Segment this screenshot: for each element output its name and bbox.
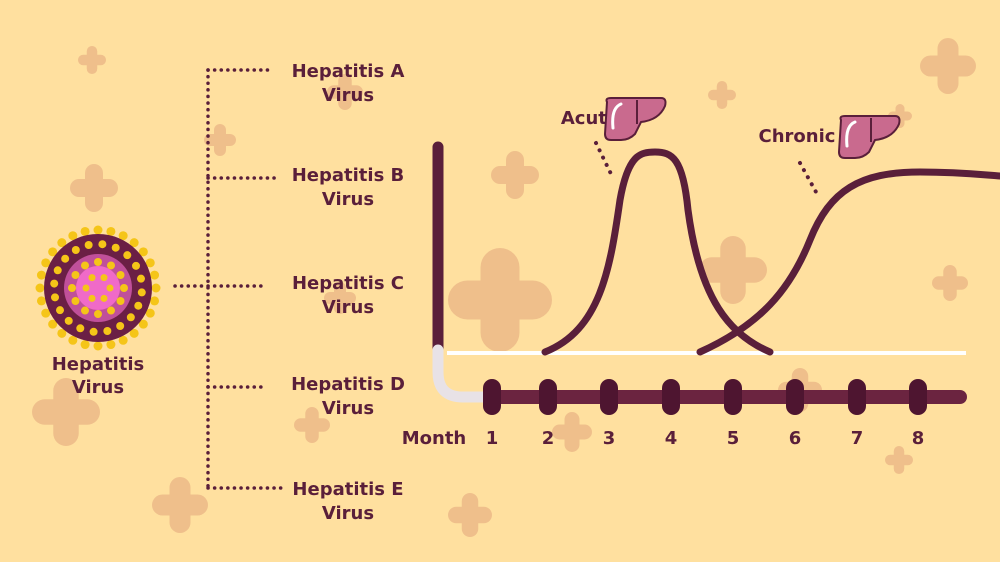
cross-shape bbox=[78, 54, 106, 66]
cross-shape bbox=[920, 55, 976, 77]
chronic-label: Chronic bbox=[759, 126, 836, 147]
type-e-line1: Hepatitis E bbox=[292, 479, 403, 500]
axis-elbow bbox=[432, 344, 498, 403]
acute-curve bbox=[541, 148, 774, 356]
liver-icon-acute bbox=[603, 97, 667, 141]
month-label: 1 bbox=[486, 428, 499, 449]
x-axis-label: Month bbox=[402, 428, 467, 449]
cross-shape bbox=[204, 134, 236, 146]
month-label: 4 bbox=[665, 428, 678, 449]
type-a-line1: Hepatitis A bbox=[292, 61, 405, 82]
cross-shape bbox=[699, 257, 767, 283]
infection-timeline-graph: 1 2 3 4 5 6 7 8 Month Acute Chronic bbox=[402, 97, 1000, 449]
type-d-line2: Virus bbox=[322, 398, 374, 419]
month-tick bbox=[662, 379, 680, 415]
liver-icon-chronic bbox=[837, 115, 901, 159]
dotted-connector-tree bbox=[173, 68, 287, 490]
cross-shape bbox=[552, 424, 592, 440]
month-label: 2 bbox=[542, 428, 555, 449]
type-c-line2: Virus bbox=[322, 297, 374, 318]
month-label: 8 bbox=[912, 428, 925, 449]
type-b-line2: Virus bbox=[322, 189, 374, 210]
month-tick bbox=[848, 379, 866, 415]
virus-icon bbox=[35, 225, 161, 351]
cross-shape bbox=[294, 418, 330, 432]
cross-shape bbox=[491, 166, 539, 184]
cross-shape bbox=[708, 89, 736, 101]
type-e-line2: Virus bbox=[322, 503, 374, 524]
cross-shape bbox=[448, 506, 492, 524]
background-crosses bbox=[32, 38, 976, 537]
virus-label-line2: Virus bbox=[72, 377, 124, 398]
month-tick bbox=[909, 379, 927, 415]
cross-shape bbox=[885, 454, 913, 466]
cross-shape bbox=[32, 399, 100, 425]
virus-label-line1: Hepatitis bbox=[52, 354, 145, 375]
month-tick bbox=[539, 379, 557, 415]
cross-shape bbox=[152, 494, 208, 516]
acute-label: Acute bbox=[561, 108, 619, 129]
type-d-line1: Hepatitis D bbox=[291, 374, 405, 395]
type-b-line1: Hepatitis B bbox=[292, 165, 405, 186]
cross-shape bbox=[327, 85, 363, 99]
type-c-line1: Hepatitis C bbox=[292, 273, 404, 294]
chronic-curve bbox=[696, 168, 1000, 356]
month-label: 3 bbox=[603, 428, 616, 449]
type-a-line2: Virus bbox=[322, 85, 374, 106]
callout-dots bbox=[594, 141, 818, 194]
cross-shape bbox=[324, 292, 356, 304]
month-tick bbox=[600, 379, 618, 415]
month-label: 7 bbox=[851, 428, 864, 449]
hepatitis-type-labels: Hepatitis A Virus Hepatitis B Virus Hepa… bbox=[291, 61, 405, 524]
month-label: 5 bbox=[727, 428, 740, 449]
month-tick bbox=[483, 379, 501, 415]
month-label: 6 bbox=[789, 428, 802, 449]
cross-shape bbox=[70, 179, 118, 197]
month-tick bbox=[724, 379, 742, 415]
month-tick bbox=[786, 379, 804, 415]
cross-shape bbox=[932, 276, 968, 290]
cross-shape bbox=[448, 280, 552, 320]
